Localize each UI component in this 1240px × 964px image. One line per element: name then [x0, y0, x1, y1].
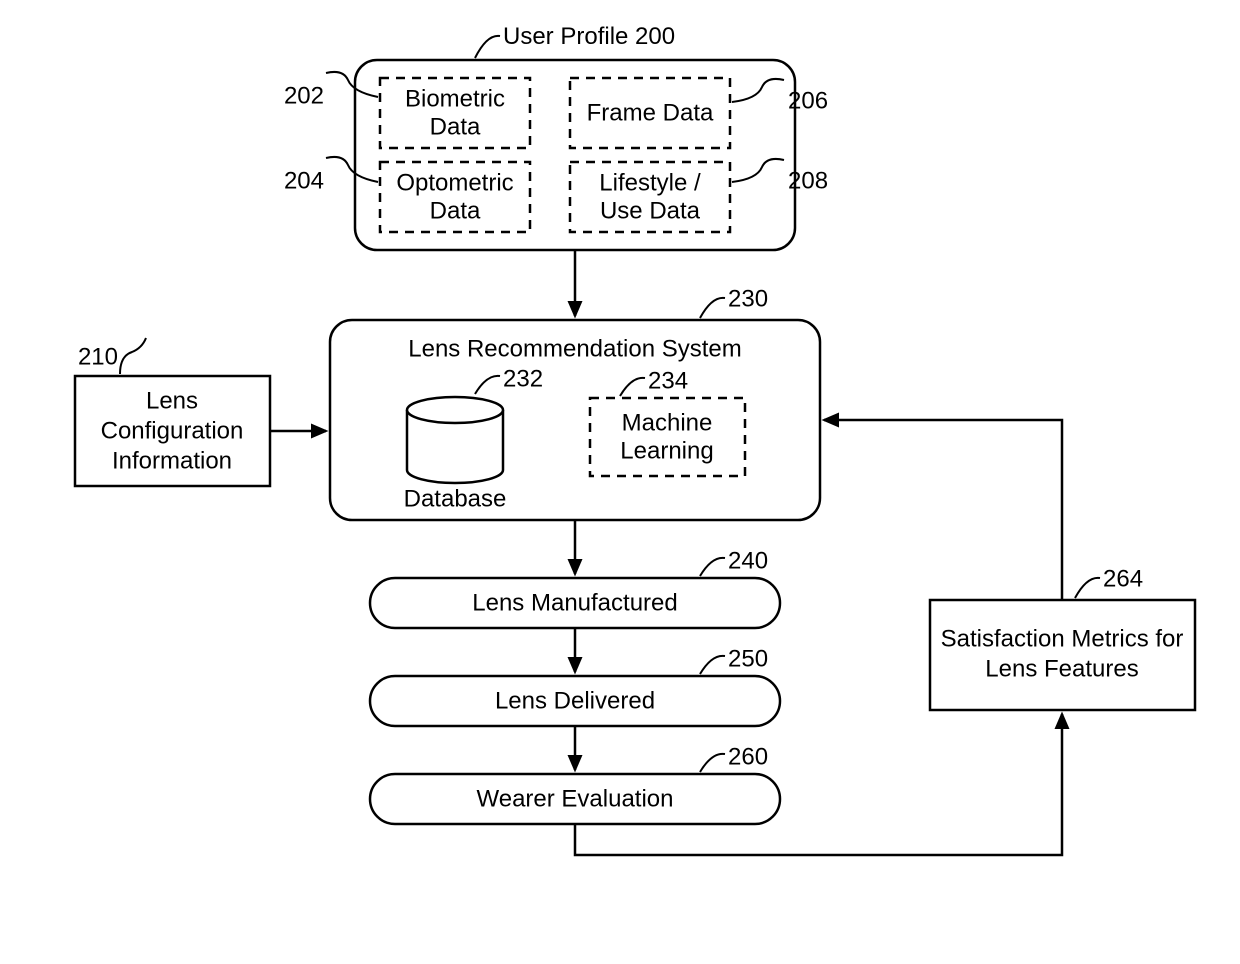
lens-reco-title: Lens Recommendation System: [408, 335, 742, 362]
ml-ref: 234: [648, 367, 688, 394]
frame-data-label: Frame Data: [587, 99, 714, 126]
lens-config-label-1: Lens: [146, 387, 198, 414]
optometric-data-label-2: Data: [430, 197, 481, 224]
ml-label-2: Learning: [620, 437, 713, 464]
ml-label-1: Machine: [622, 409, 713, 436]
lens-config-info-box: Lens Configuration Information 210: [75, 338, 270, 486]
lens-manufactured-label: Lens Manufactured: [472, 589, 677, 616]
frame-data-ref: 206: [788, 87, 828, 114]
lifestyle-data-label-1: Lifestyle /: [599, 169, 701, 196]
satisfaction-ref: 264: [1103, 565, 1143, 592]
lens-reco-ref: 230: [728, 285, 768, 312]
lifestyle-data-label-2: Use Data: [600, 197, 701, 224]
lens-config-ref: 210: [78, 343, 118, 370]
biometric-data-box: Biometric Data 202: [284, 72, 530, 148]
lens-config-label-3: Information: [112, 447, 232, 474]
lens-config-label-2: Configuration: [101, 417, 244, 444]
user-profile-ref: User Profile 200: [503, 23, 675, 50]
database-ref: 232: [503, 365, 543, 392]
biometric-data-label-1: Biometric: [405, 85, 505, 112]
optometric-data-box: Optometric Data 204: [284, 157, 530, 232]
edge-satisfaction-to-reco: [824, 420, 1062, 600]
optometric-data-label-1: Optometric: [396, 169, 513, 196]
database-label: Database: [404, 485, 507, 512]
satisfaction-label-1: Satisfaction Metrics for: [941, 625, 1184, 652]
biometric-data-label-2: Data: [430, 113, 481, 140]
wearer-evaluation-ref: 260: [728, 743, 768, 770]
lifestyle-data-ref: 208: [788, 167, 828, 194]
lens-delivered-label: Lens Delivered: [495, 687, 655, 714]
biometric-data-ref: 202: [284, 82, 324, 109]
wearer-evaluation-label: Wearer Evaluation: [477, 785, 674, 812]
diagram-canvas: User Profile 200 Biometric Data 202 Fram…: [0, 0, 1240, 964]
optometric-data-ref: 204: [284, 167, 324, 194]
lens-delivered-ref: 250: [728, 645, 768, 672]
satisfaction-label-2: Lens Features: [985, 655, 1138, 682]
lens-manufactured-ref: 240: [728, 547, 768, 574]
